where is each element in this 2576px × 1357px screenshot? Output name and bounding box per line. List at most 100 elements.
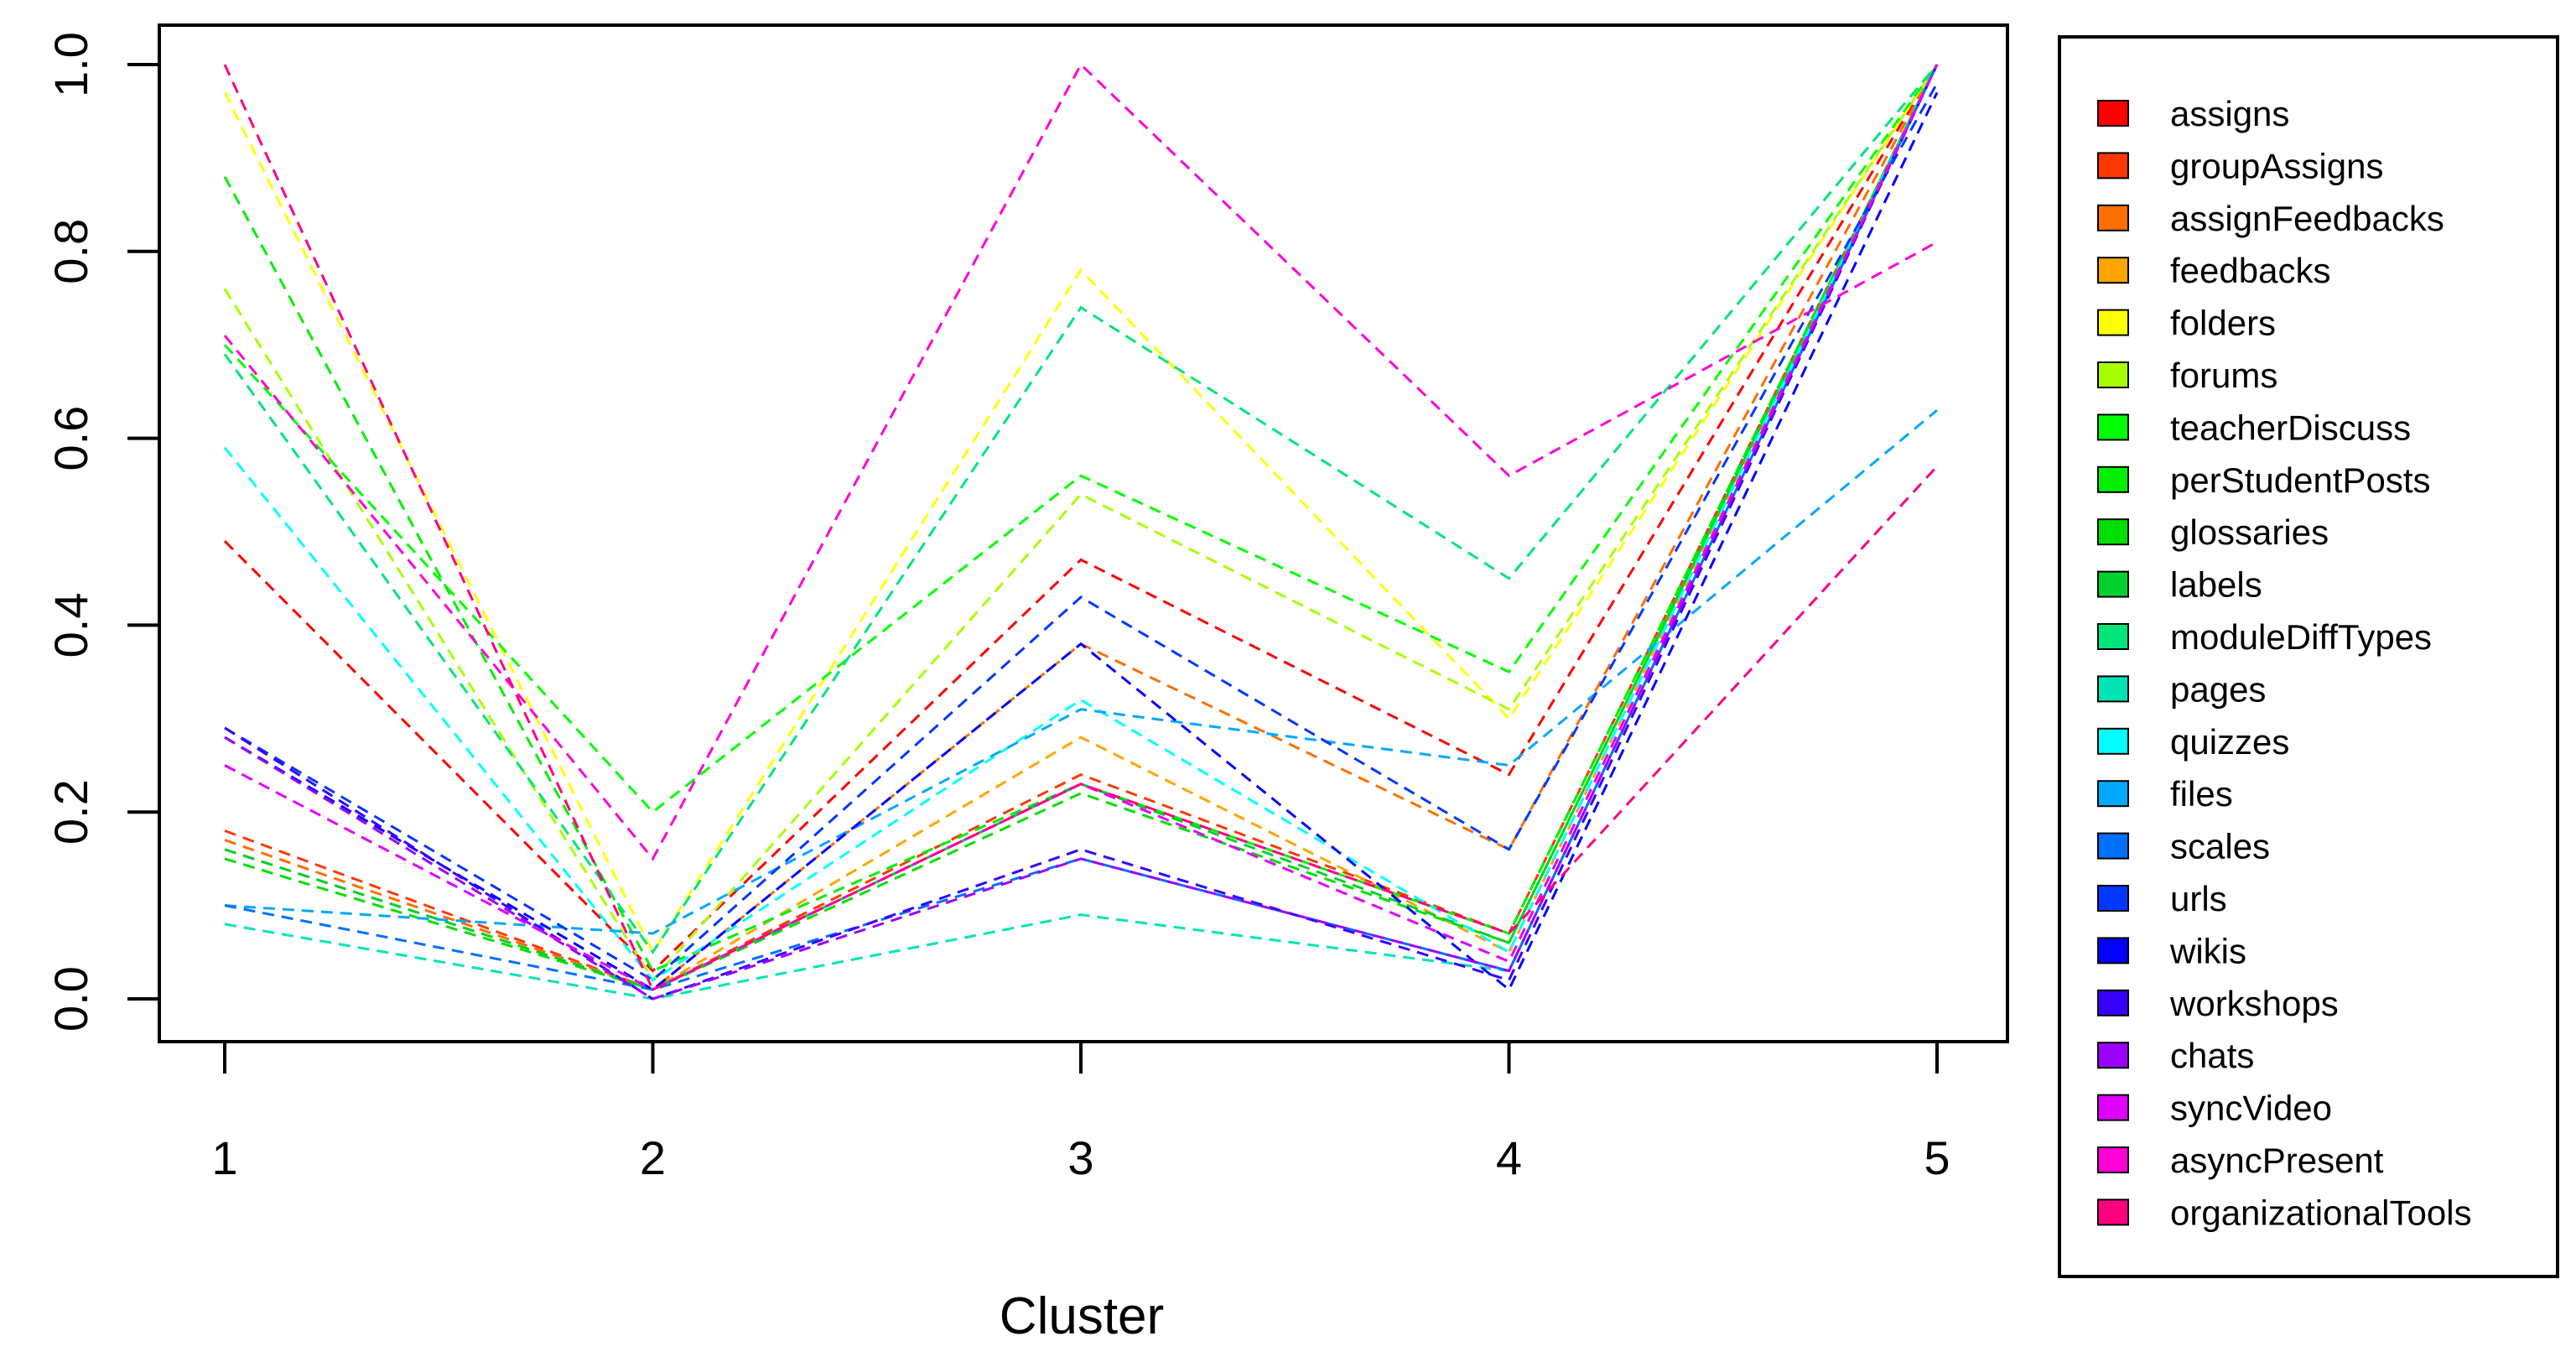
legend-item-moduleDiffTypes: moduleDiffTypes: [2097, 617, 2432, 657]
legend: assigns groupAssigns assignFeedbacks feedba…: [2097, 94, 2472, 1232]
legend-label: moduleDiffTypes: [2170, 617, 2432, 657]
series-line-pages: [224, 64, 1939, 1001]
legend-swatch: [2097, 832, 2129, 860]
legend-swatch: [2097, 885, 2129, 912]
legend-item-wikis: wikis: [2097, 931, 2246, 970]
series-line-workshops: [224, 64, 1939, 1001]
legend-label: scales: [2170, 827, 2270, 866]
legend-swatch: [2097, 1146, 2129, 1173]
legend-label: glossaries: [2170, 512, 2329, 552]
legend-swatch: [2097, 413, 2129, 441]
legend-swatch: [2097, 623, 2129, 650]
legend-label: asyncPresent: [2170, 1141, 2384, 1180]
series-line-syncVideo: [224, 64, 1939, 991]
series-line-assigns: [223, 64, 1939, 973]
x-tick-label: 2: [640, 1131, 666, 1184]
legend-swatch: [2097, 727, 2129, 755]
series-line-feedbacks: [224, 64, 1939, 991]
legend-label: folders: [2170, 304, 2276, 343]
legend-swatch: [2097, 570, 2129, 598]
series-line-files: [224, 409, 1938, 935]
legend-item-files: files: [2097, 774, 2233, 814]
series-line-groupAssigns: [224, 64, 1939, 991]
series-line-assignFeedbacks: [224, 64, 1939, 991]
y-tick-label: 0.4: [44, 592, 97, 658]
legend-item-syncVideo: syncVideo: [2097, 1089, 2332, 1128]
legend-label: perStudentPosts: [2170, 460, 2431, 500]
series-line-folders: [223, 64, 1939, 955]
legend-item-forums: forums: [2097, 356, 2277, 395]
y-tick-label: 0.0: [44, 966, 97, 1032]
series-layer: [223, 62, 1939, 1001]
legend-swatch: [2097, 361, 2129, 388]
y-tick-label: 1.0: [44, 32, 97, 97]
plot-frame: [158, 23, 2009, 1043]
legend-swatch: [2097, 152, 2129, 179]
legend-label: workshops: [2169, 984, 2339, 1023]
legend-label: quizzes: [2170, 722, 2289, 762]
legend-item-urls: urls: [2097, 879, 2227, 918]
legend-swatch: [2097, 675, 2129, 703]
y-tick-label: 0.2: [44, 779, 97, 845]
legend-swatch: [2097, 989, 2129, 1016]
legend-item-labels: labels: [2097, 565, 2262, 605]
legend-label: forums: [2170, 356, 2277, 395]
legend-label: assignFeedbacks: [2170, 199, 2444, 238]
legend-swatch: [2097, 309, 2129, 336]
series-line-scales: [224, 64, 1939, 991]
legend-swatch: [2097, 780, 2129, 808]
legend-label: pages: [2170, 669, 2266, 709]
series-line-chats: [224, 64, 1939, 1001]
legend-label: syncVideo: [2170, 1089, 2332, 1128]
legend-label: groupAssigns: [2170, 146, 2383, 185]
series-line-labels: [224, 64, 1939, 991]
legend-item-glossaries: glossaries: [2097, 512, 2329, 552]
legend-label: urls: [2170, 879, 2227, 918]
legend-swatch: [2097, 937, 2129, 964]
x-tick-label: 3: [1067, 1131, 1093, 1184]
x-tick-label: 4: [1496, 1131, 1522, 1184]
legend-label: assigns: [2170, 94, 2289, 133]
legend-swatch: [2097, 1094, 2129, 1121]
legend-swatch: [2097, 204, 2129, 231]
legend-item-groupAssigns: groupAssigns: [2097, 146, 2383, 185]
series-line-urls: [224, 82, 1939, 982]
series-line-glossaries: [224, 64, 1939, 991]
series-line-asyncPresent: [223, 62, 1938, 861]
legend-item-quizzes: quizzes: [2097, 722, 2289, 762]
legend-swatch: [2097, 518, 2129, 546]
legend-swatch: [2097, 465, 2129, 493]
x-axis-title: Cluster: [1000, 1287, 1164, 1345]
y-tick-label: 0.8: [44, 219, 97, 284]
legend-item-asyncPresent: asyncPresent: [2097, 1141, 2384, 1180]
legend-item-organizationalTools: organizationalTools: [2097, 1193, 2472, 1232]
legend-swatch: [2097, 100, 2129, 127]
legend-item-chats: chats: [2097, 1036, 2254, 1075]
series-line-teacherDiscuss: [223, 64, 1939, 814]
y-tick-label: 0.6: [44, 406, 97, 471]
legend-item-teacherDiscuss: teacherDiscuss: [2097, 408, 2411, 447]
legend-item-perStudentPosts: perStudentPosts: [2097, 460, 2431, 500]
series-line-organizationalTools: [223, 64, 1939, 991]
legend-item-workshops: workshops: [2097, 984, 2339, 1023]
legend-box: [2058, 35, 2559, 1278]
legend-label: organizationalTools: [2170, 1193, 2472, 1232]
series-line-moduleDiffTypes: [223, 64, 1939, 954]
legend-label: labels: [2170, 565, 2262, 605]
legend-item-folders: folders: [2097, 304, 2276, 343]
legend-swatch: [2097, 1042, 2129, 1069]
legend-item-assigns: assigns: [2097, 94, 2289, 133]
x-tick-label: 1: [211, 1131, 237, 1184]
series-line-wikis: [224, 91, 1939, 992]
legend-label: files: [2170, 774, 2233, 814]
legend-label: teacherDiscuss: [2170, 408, 2411, 447]
x-tick-label: 5: [1924, 1131, 1950, 1184]
legend-swatch: [2097, 1198, 2129, 1226]
series-line-quizzes: [223, 64, 1939, 982]
legend-item-pages: pages: [2097, 669, 2266, 709]
legend-label: chats: [2170, 1036, 2254, 1075]
y-axis: 0.0 0.2 0.4 0.6 0.8 1.0: [44, 32, 161, 1032]
legend-swatch: [2097, 257, 2129, 284]
series-line-perStudentPosts: [223, 64, 1939, 973]
